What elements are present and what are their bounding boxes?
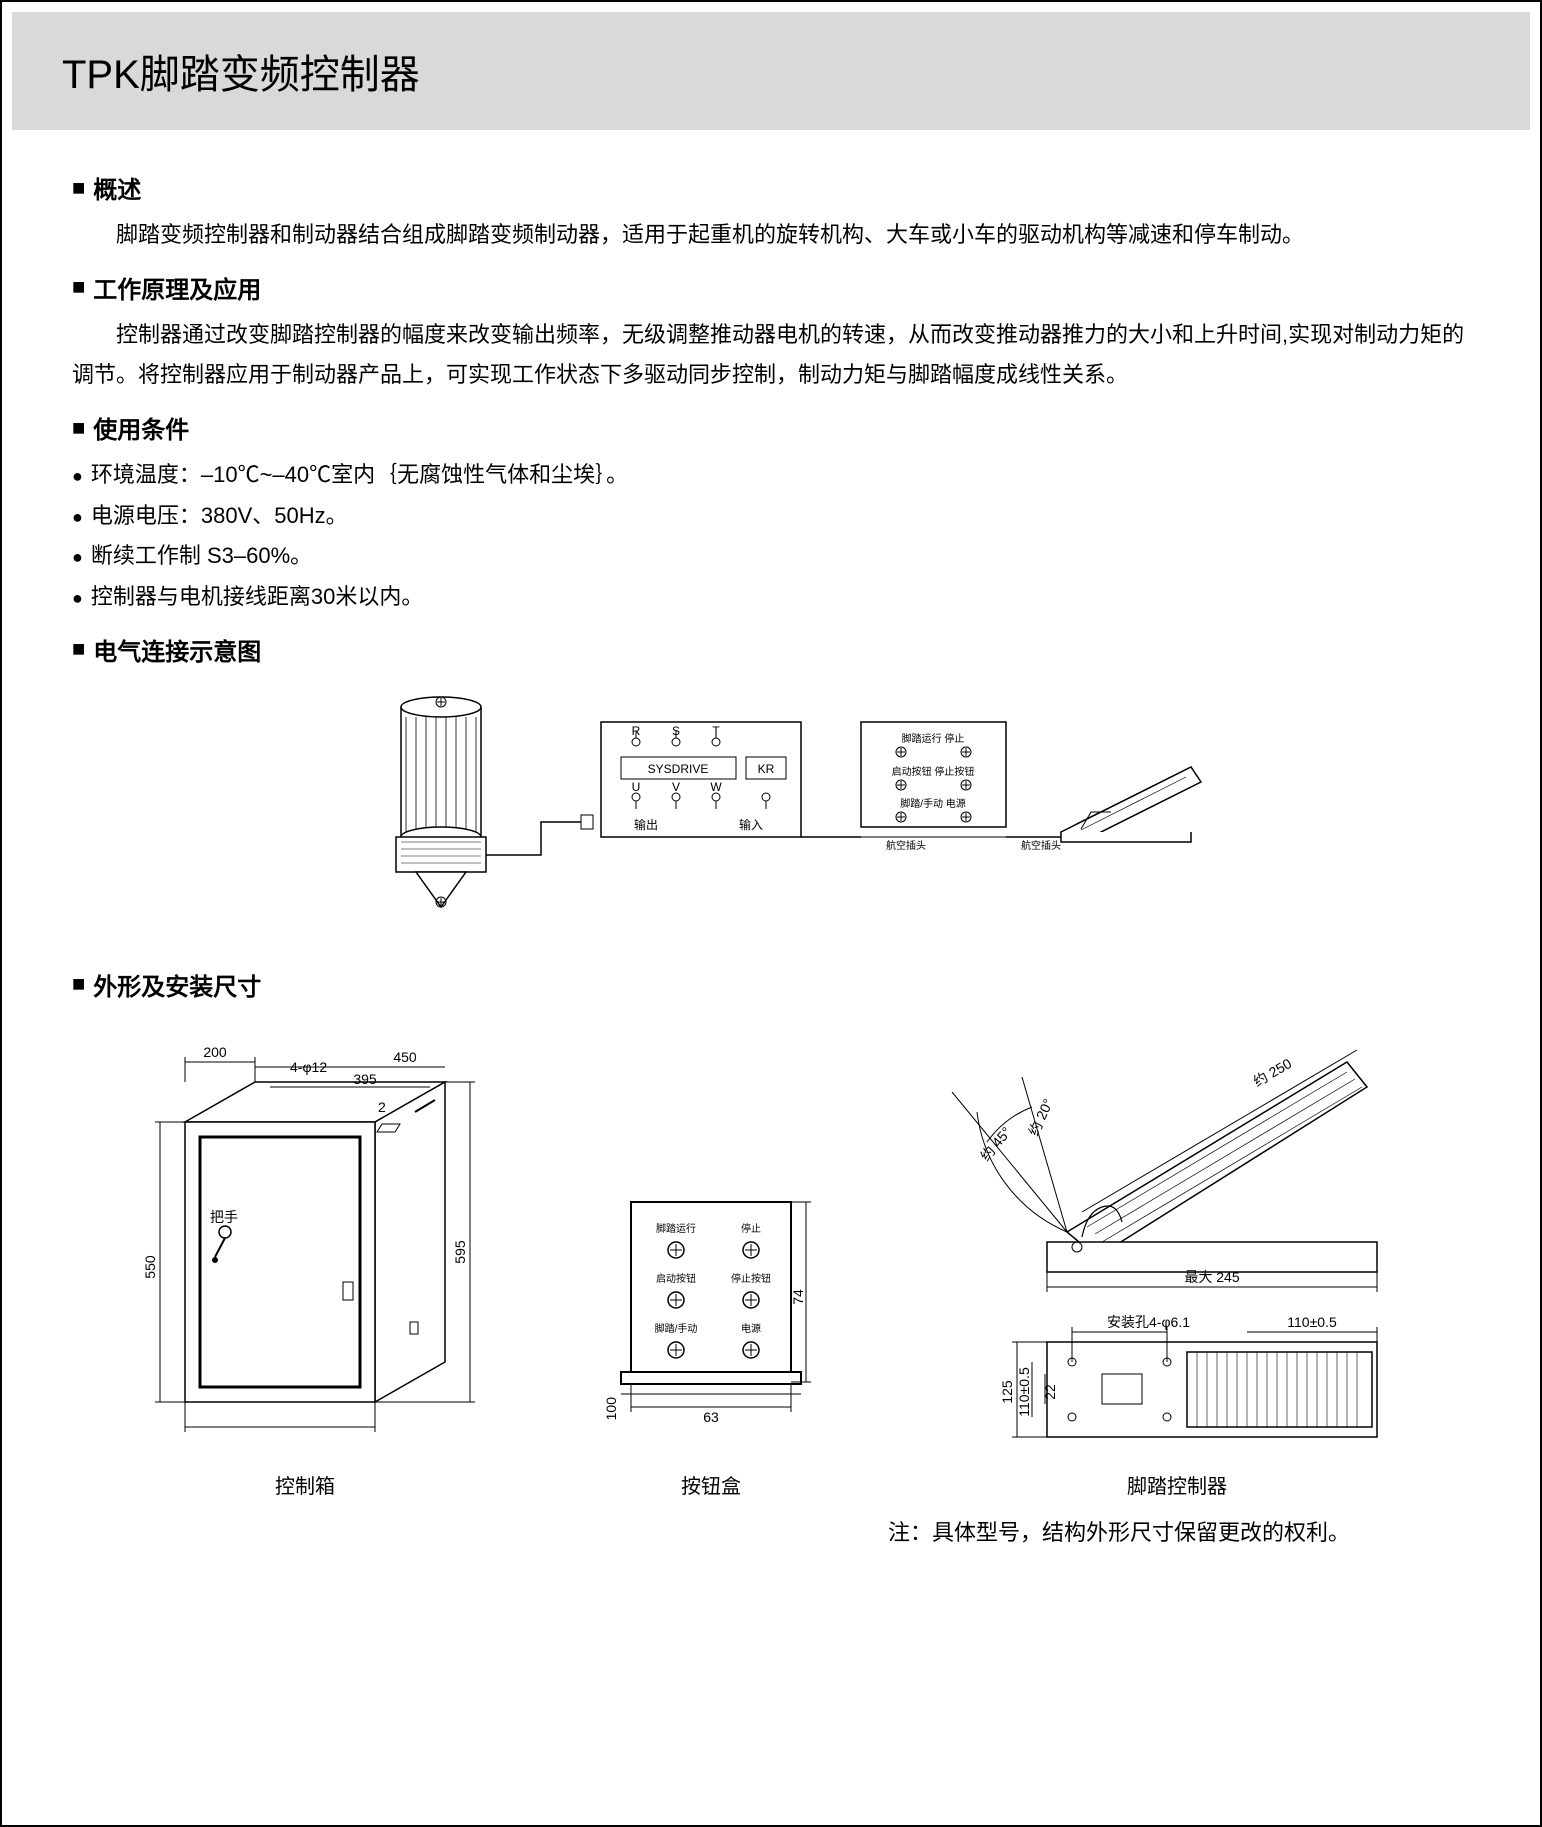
svg-text:SYSDRIVE: SYSDRIVE [648,762,709,776]
svg-text:T: T [712,724,720,738]
svg-text:200: 200 [203,1044,227,1060]
control-box-diagram: 把手 200 4-φ12 450 395 2 550 [115,1032,495,1499]
conditions-heading: 使用条件 [72,410,1470,445]
pedal-diagram: 约 45° 约 20° 约 250 最大 245 [927,1032,1427,1499]
pedal-caption: 脚踏控制器 [1127,1470,1227,1499]
svg-text:110±0.5: 110±0.5 [1287,1314,1337,1330]
svg-text:航空插头: 航空插头 [886,839,926,852]
svg-text:450: 450 [393,1049,417,1065]
svg-text:V: V [672,780,680,794]
svg-text:550: 550 [142,1255,158,1279]
pedal-icon [1061,767,1201,842]
svg-text:125: 125 [999,1380,1015,1404]
principle-heading: 工作原理及应用 [72,270,1470,305]
button-box-diagram: 脚踏运行 停止 启动按钮 停止按钮 脚踏/手动 电源 74 63 100 [581,1172,841,1499]
svg-text:110±0.5: 110±0.5 [1016,1367,1032,1417]
page-title: TPK脚踏变频控制器 [62,42,1480,100]
svg-text:停止按钮: 停止按钮 [731,1272,771,1285]
svg-text:脚踏/手动: 脚踏/手动 [655,1322,698,1335]
svg-text:最大 245: 最大 245 [1184,1269,1239,1285]
thruster-icon [396,697,486,907]
svg-text:启动按钮: 启动按钮 [656,1272,696,1285]
svg-text:74: 74 [790,1289,806,1305]
dimensions-heading: 外形及安装尺寸 [72,967,1470,1002]
condition-item: 断续工作制 S3–60%。 [72,536,1470,577]
button-box-icon: 脚踏运行 停止 启动按钮 停止按钮 脚踏/手动 电源 [861,722,1006,827]
sysdrive-box-icon: R S T SYSDRIVE KR U V W 输出 输入 [601,722,801,837]
title-banner: TPK脚踏变频控制器 [12,12,1530,130]
svg-text:输入: 输入 [739,817,763,832]
footnote: 注：具体型号，结构外形尺寸保留更改的权利。 [72,1515,1470,1547]
button-box-caption: 按钮盒 [681,1470,741,1499]
svg-text:S: S [672,724,680,738]
svg-text:脚踏运行 停止: 脚踏运行 停止 [902,732,965,745]
condition-item: 环境温度：–10℃~–40℃室内｛无腐蚀性气体和尘埃｝。 [72,455,1470,496]
svg-text:脚踏/手动 电源: 脚踏/手动 电源 [900,797,966,810]
svg-text:约 250: 约 250 [1251,1055,1295,1090]
svg-text:输出: 输出 [634,817,658,832]
wiring-heading: 电气连接示意图 [72,632,1470,667]
svg-text:100: 100 [603,1397,619,1421]
svg-text:启动按钮 停止按钮: 启动按钮 停止按钮 [892,765,975,778]
svg-text:KR: KR [758,762,775,776]
svg-text:把手: 把手 [210,1209,238,1225]
svg-text:航空插头: 航空插头 [1021,839,1061,852]
svg-text:395: 395 [353,1071,377,1087]
svg-text:脚踏运行: 脚踏运行 [656,1222,696,1235]
overview-heading: 概述 [72,170,1470,205]
condition-item: 电源电压：380V、50Hz。 [72,496,1470,537]
svg-text:595: 595 [452,1240,468,1264]
svg-text:R: R [632,724,641,738]
svg-text:22: 22 [1042,1384,1058,1400]
condition-item: 控制器与电机接线距离30米以内。 [72,577,1470,618]
overview-text: 脚踏变频控制器和制动器结合组成脚踏变频制动器，适用于起重机的旋转机构、大车或小车… [72,215,1470,256]
svg-text:电源: 电源 [741,1322,761,1335]
control-box-caption: 控制箱 [275,1470,335,1499]
svg-text:2: 2 [378,1099,386,1115]
wiring-diagram: R S T SYSDRIVE KR U V W 输出 输入 [72,687,1470,947]
svg-text:安装孔4-φ6.1: 安装孔4-φ6.1 [1107,1314,1190,1330]
content-area: 概述 脚踏变频控制器和制动器结合组成脚踏变频制动器，适用于起重机的旋转机构、大车… [2,170,1540,1547]
svg-text:63: 63 [703,1409,719,1425]
dimensions-row: 把手 200 4-φ12 450 395 2 550 [72,1032,1470,1499]
svg-text:U: U [632,780,641,794]
svg-text:W: W [710,780,722,794]
wiring-svg: R S T SYSDRIVE KR U V W 输出 输入 [321,687,1221,947]
principle-text: 控制器通过改变脚踏控制器的幅度来改变输出频率，无级调整推动器电机的转速，从而改变… [72,315,1470,396]
svg-text:停止: 停止 [741,1222,761,1235]
